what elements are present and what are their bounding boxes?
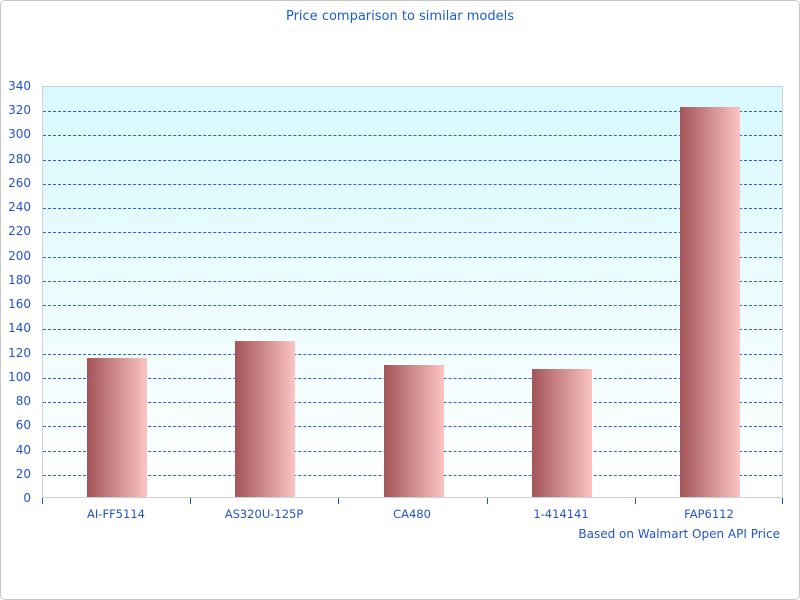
gridline-120 (43, 353, 782, 355)
x-category-label-AS320U-125P: AS320U-125P (224, 507, 304, 521)
gridline-280 (43, 159, 782, 161)
y-axis-labels: 0 20 40 60 80 100 120 140 160 180 200 220 240 260 280 3… (1, 79, 42, 505)
y-tick-label-260: 260 (8, 175, 31, 190)
y-tick-label-340: 340 (8, 79, 31, 93)
y-tick-label-160: 160 (8, 297, 31, 312)
gridline-300 (43, 135, 782, 137)
x-category-label-CA480: CA480 (393, 507, 431, 521)
y-tick-label-180: 180 (8, 272, 31, 287)
gridline-140 (43, 329, 782, 331)
x-tick-1 (190, 498, 191, 504)
y-tick-label-140: 140 (8, 321, 31, 336)
bar-FAP6112 (680, 107, 740, 497)
gridline-240 (43, 208, 782, 210)
y-tick-label-300: 300 (8, 127, 31, 142)
x-tick-0 (42, 498, 43, 504)
bar-AI-FF5114 (87, 358, 147, 497)
gridline-220 (43, 232, 782, 234)
y-tick-label-120: 120 (8, 345, 31, 360)
x-tick-5 (782, 498, 783, 504)
bar-1-414141 (532, 369, 592, 497)
x-tick-4 (635, 498, 636, 504)
y-tick-label-320: 320 (8, 103, 31, 118)
y-tick-label-80: 80 (15, 394, 31, 409)
bar-AS320U-125P (235, 341, 295, 497)
plot-area (42, 86, 783, 498)
gridline-320 (43, 111, 782, 113)
y-tick-label-0: 0 (23, 491, 31, 505)
gridline-200 (43, 256, 782, 258)
y-tick-label-100: 100 (8, 369, 31, 384)
x-category-label-1-414141: 1-414141 (533, 507, 589, 521)
x-category-label-FAP6112: FAP6112 (684, 507, 734, 521)
y-tick-label-40: 40 (15, 442, 31, 457)
x-tick-3 (487, 498, 488, 504)
y-tick-label-20: 20 (15, 466, 31, 481)
chart-title: Price comparison to similar models (285, 9, 515, 24)
y-tick-label-200: 200 (8, 248, 31, 263)
gridline-160 (43, 305, 782, 307)
x-tick-2 (338, 498, 339, 504)
x-axis-title: Based on Walmart Open API Price (578, 527, 780, 541)
x-axis-ticks (42, 498, 783, 505)
y-tick-label-60: 60 (15, 418, 31, 433)
bar-CA480 (384, 365, 444, 497)
gridline-260 (43, 183, 782, 185)
y-tick-label-280: 280 (8, 151, 31, 166)
x-axis-labels: AI-FF5114 AS320U-125P CA480 1-414141 FAP6112 (42, 507, 783, 523)
y-tick-label-220: 220 (8, 224, 31, 239)
gridline-180 (43, 280, 782, 282)
y-tick-label-240: 240 (8, 200, 31, 215)
x-category-label-AI-FF5114: AI-FF5114 (87, 507, 145, 521)
